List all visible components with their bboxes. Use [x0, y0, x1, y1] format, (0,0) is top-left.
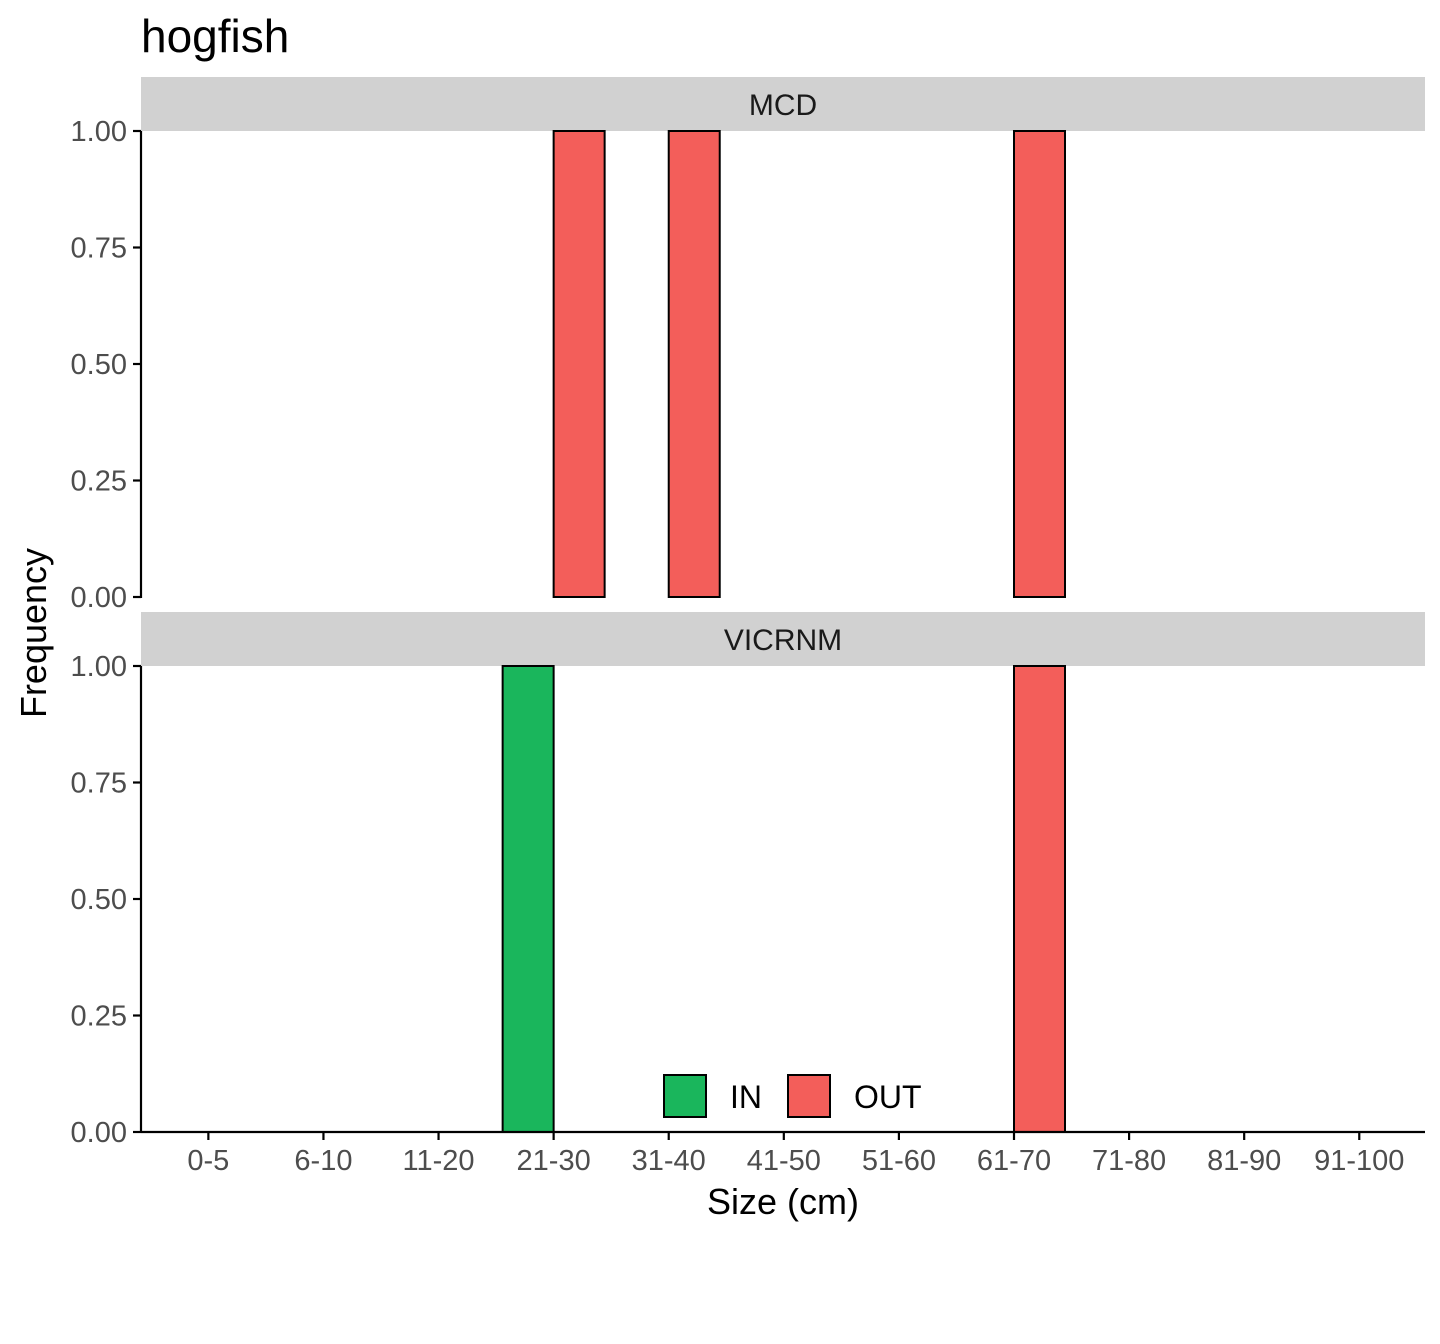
- y-tick-label: 0.50: [71, 349, 127, 381]
- legend-swatch: [787, 1074, 831, 1118]
- y-tick-label: 1.00: [71, 116, 127, 148]
- legend-item-in: IN: [663, 1074, 762, 1118]
- y-tick-label: 0.25: [71, 1001, 127, 1033]
- x-tick-label: 11-20: [403, 1145, 475, 1177]
- legend: IN OUT: [663, 1074, 922, 1118]
- y-axis-title: Frequency: [13, 548, 54, 718]
- x-tick-label: 91-100: [1314, 1145, 1404, 1177]
- x-tick-label: 0-5: [187, 1145, 229, 1177]
- facet-panels: MCD 0.00 0.25 0.50 0.75 1.00 VICRNM 0.00 0.25 0.5…: [71, 77, 1425, 1177]
- bar-out: [1013, 130, 1066, 598]
- bar-out: [667, 130, 721, 598]
- legend-label: OUT: [854, 1079, 922, 1115]
- x-tick-label: 81-90: [1207, 1145, 1281, 1177]
- y-tick-label: 0.25: [71, 466, 127, 498]
- facet-panel-vicrnm: VICRNM 0.00 0.25 0.50 0.75 1.00 0-5 6-10 11-20 21…: [71, 612, 1425, 1177]
- facet-panel-mcd: MCD 0.00 0.25 0.50 0.75 1.00: [71, 77, 1425, 614]
- y-tick-label: 0.50: [71, 884, 127, 916]
- legend-swatch: [663, 1074, 707, 1118]
- chart-title: hogfish: [141, 10, 289, 62]
- y-tick-label: 0.00: [71, 1117, 127, 1149]
- facet-strip-label: VICRNM: [724, 624, 842, 657]
- facet-strip: [141, 77, 1425, 131]
- bar-in: [501, 665, 555, 1133]
- y-tick-label: 1.00: [71, 651, 127, 683]
- x-tick-label: 31-40: [632, 1145, 706, 1177]
- legend-label: IN: [730, 1079, 762, 1115]
- x-tick-label: 51-60: [862, 1145, 936, 1177]
- bar-out: [1013, 665, 1066, 1133]
- y-tick-label: 0.75: [71, 233, 127, 265]
- x-tick-label: 21-30: [517, 1145, 591, 1177]
- legend-item-out: OUT: [787, 1074, 922, 1118]
- x-tick-label: 41-50: [747, 1145, 821, 1177]
- bar-out: [552, 130, 606, 598]
- x-tick-label: 6-10: [294, 1145, 352, 1177]
- y-tick-label: 0.75: [71, 768, 127, 800]
- y-tick-label: 0.00: [71, 582, 127, 614]
- x-tick-label: 61-70: [977, 1145, 1051, 1177]
- facet-strip: [141, 612, 1425, 666]
- x-axis-title: Size (cm): [707, 1181, 859, 1222]
- facet-strip-label: MCD: [749, 89, 817, 122]
- x-tick-label: 71-80: [1092, 1145, 1166, 1177]
